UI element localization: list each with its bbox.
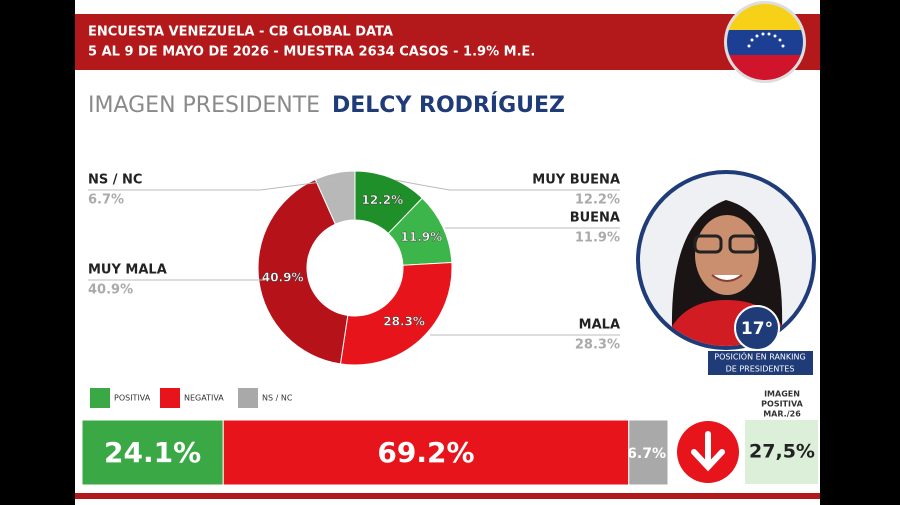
legend-label: POSITIVA — [114, 394, 151, 403]
donut-slice — [314, 170, 356, 225]
slice-label: 40.9% — [262, 270, 304, 284]
portrait — [636, 170, 816, 351]
value-label: 6.7% — [88, 193, 124, 208]
summary-segment — [628, 419, 669, 486]
legend-swatch — [238, 388, 258, 408]
category-label: NS / NC — [88, 173, 142, 188]
category-label: BUENA — [570, 211, 620, 226]
ranking-position: 17° — [741, 319, 773, 339]
ranking-label: POSICIÓN EN RANKING — [714, 351, 805, 362]
footer-bar — [75, 493, 820, 499]
previous-box — [745, 420, 818, 484]
header-bar — [75, 14, 820, 70]
category-label: MUY BUENA — [532, 173, 620, 188]
value-label: 12.2% — [575, 193, 620, 208]
previous-label: MAR./26 — [763, 410, 801, 419]
header-line: ENCUESTA VENEZUELA - CB GLOBAL DATA — [88, 25, 393, 40]
category-label: MUY MALA — [88, 263, 167, 278]
slice-label: 11.9% — [401, 230, 443, 244]
chart-subtitle: DELCY RODRÍGUEZ — [332, 92, 565, 118]
legend-swatch — [90, 388, 110, 408]
donut-slice — [257, 178, 349, 365]
down-arrow — [691, 431, 725, 472]
header-line: 5 AL 9 DE MAYO DE 2026 - MUESTRA 2634 CA… — [88, 45, 535, 60]
legend-swatch — [160, 388, 180, 408]
donut: 12.2% 11.9% 28.3% 40.9% — [257, 170, 453, 366]
previous-label: POSITIVA — [761, 400, 803, 409]
value-label: 40.9% — [88, 283, 133, 298]
value-label: 11.9% — [575, 231, 620, 246]
summary-value: 24.1% — [104, 436, 201, 469]
summary-segment — [81, 419, 224, 486]
slice-label: 28.3% — [383, 314, 425, 328]
legend-label: NEGATIVA — [184, 394, 224, 403]
previous-label: IMAGEN — [764, 390, 800, 399]
legend-label: NS / NC — [262, 394, 293, 403]
ranking-box — [708, 351, 813, 375]
donut-slice — [339, 261, 453, 366]
summary-value: 69.2% — [377, 436, 474, 469]
chart-title: IMAGEN PRESIDENTE — [88, 93, 320, 118]
slice-label: 12.2% — [361, 193, 403, 207]
leader-lines — [88, 179, 620, 336]
summary-segment — [222, 419, 630, 486]
previous-value: 27,5% — [749, 441, 815, 463]
summary-value: 6.7% — [627, 446, 666, 462]
ranking-label: DE PRESIDENTES — [726, 365, 795, 374]
category-label: MALA — [579, 318, 620, 333]
value-label: 28.3% — [575, 338, 620, 353]
